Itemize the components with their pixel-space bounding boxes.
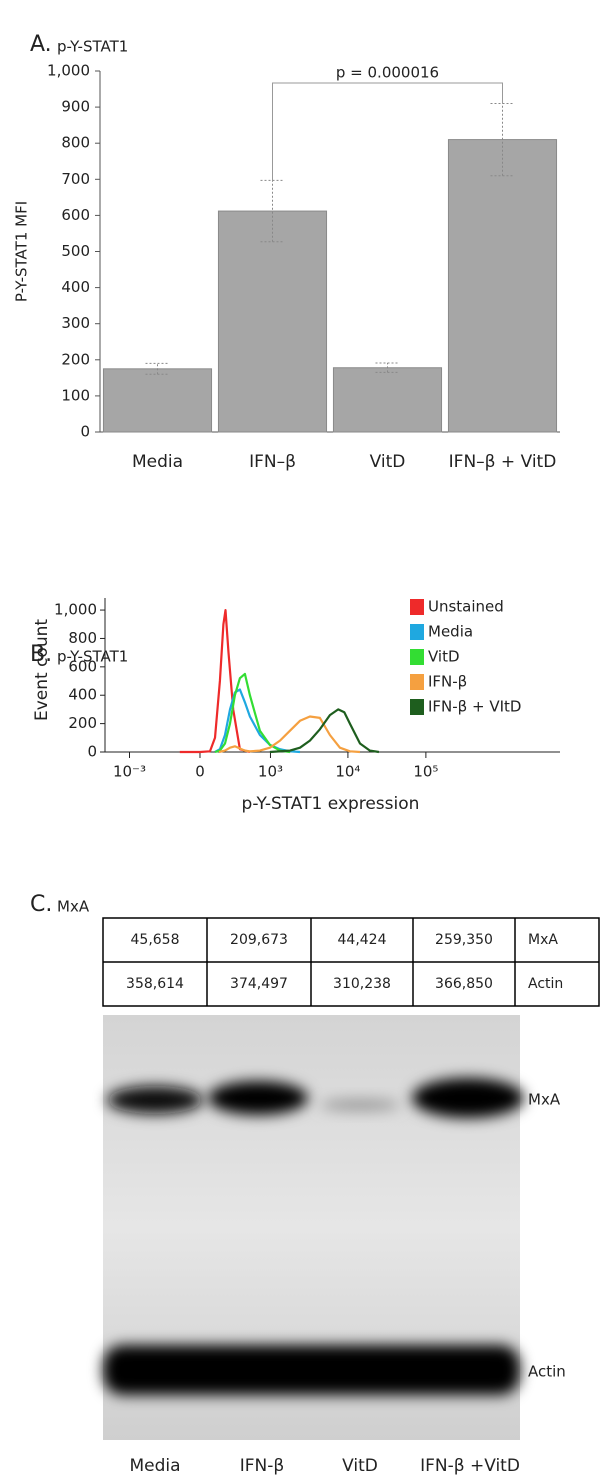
blot-band — [208, 1081, 308, 1115]
x-tick-label: IFN–β — [249, 452, 296, 472]
band-label: Actin — [528, 1363, 566, 1381]
y-tick-label: 600 — [61, 206, 90, 224]
histogram-curve — [179, 609, 251, 754]
legend-label: IFN-β + VItD — [428, 698, 521, 716]
western-blot — [103, 1015, 524, 1440]
panel-title: p-Y-STAT1 — [57, 648, 128, 666]
table-cell: 259,350 — [435, 932, 493, 948]
table-cell: 310,238 — [333, 976, 391, 992]
histogram-curve — [269, 708, 380, 754]
legend-swatch — [410, 624, 424, 640]
histogram-curve — [214, 688, 301, 754]
y-tick-label: 800 — [61, 134, 90, 152]
legend-swatch — [410, 599, 424, 615]
legend-label: IFN-β — [428, 673, 467, 691]
panel-title: MxA — [57, 898, 90, 916]
table-cell: 358,614 — [126, 976, 184, 992]
table-cell: MxA — [528, 932, 558, 948]
y-tick-label: 1,000 — [54, 601, 97, 619]
x-tick-label: 10³ — [258, 763, 283, 781]
y-tick-label: 700 — [61, 170, 90, 188]
blot-band — [103, 1345, 520, 1395]
y-tick-label: 0 — [80, 423, 90, 441]
panel-label: A. — [30, 32, 52, 57]
x-tick-label: VitD — [370, 452, 406, 472]
significance-bracket — [272, 82, 503, 181]
legend-swatch — [410, 699, 424, 715]
y-tick-label: 300 — [61, 314, 90, 332]
lane-label: IFN-β — [240, 1456, 285, 1476]
y-tick-label: 400 — [61, 278, 90, 296]
bar — [447, 139, 558, 433]
table-cell: 44,424 — [338, 932, 387, 948]
histogram-curve — [218, 715, 361, 754]
blot-band — [107, 1086, 203, 1114]
panel-label: C. — [30, 892, 52, 917]
x-tick-label: 10⁴ — [335, 763, 360, 781]
y-tick-label: 500 — [61, 242, 90, 260]
lane-label: Media — [129, 1456, 180, 1476]
legend-label: Media — [428, 623, 473, 641]
table-cell: Actin — [528, 976, 563, 992]
x-tick-label: 0 — [195, 763, 205, 781]
band-label: MxA — [528, 1091, 561, 1109]
y-tick-label: 200 — [61, 350, 90, 368]
y-axis-label: P-Y-STAT1 MFI — [13, 201, 31, 302]
legend-swatch — [410, 674, 424, 690]
table-cell: 366,850 — [435, 976, 493, 992]
annotation: p = 0.000016 — [336, 64, 439, 82]
y-tick-label: 200 — [68, 714, 97, 732]
blot-band — [412, 1078, 524, 1118]
bar — [217, 210, 328, 433]
blot-band — [320, 1099, 400, 1111]
x-axis-label: p-Y-STAT1 expression — [242, 794, 420, 814]
legend-label: Unstained — [428, 598, 504, 616]
table-cell: 45,658 — [131, 932, 180, 948]
panel-title: p-Y-STAT1 — [57, 38, 128, 56]
y-axis-label: Event count — [32, 619, 52, 721]
y-tick-label: 1,000 — [47, 62, 90, 80]
legend-swatch — [410, 649, 424, 665]
densitometry-table — [102, 917, 600, 1007]
table-cell: 374,497 — [230, 976, 288, 992]
legend-label: VitD — [428, 648, 460, 666]
bar — [332, 367, 443, 433]
y-tick-label: 100 — [61, 386, 90, 404]
lane-label: VitD — [342, 1456, 378, 1476]
y-tick-label: 600 — [68, 657, 97, 675]
y-tick-label: 800 — [68, 629, 97, 647]
bar — [102, 368, 213, 433]
y-tick-label: 400 — [68, 686, 97, 704]
lane-label: IFN-β +VitD — [420, 1456, 520, 1476]
panel-label: B. — [30, 642, 52, 667]
x-tick-label: IFN–β + VitD — [449, 452, 557, 472]
y-tick-label: 900 — [61, 98, 90, 116]
x-tick-label: 10⁻³ — [113, 763, 146, 781]
x-tick-label: Media — [132, 452, 183, 472]
x-tick-label: 10⁵ — [413, 763, 438, 781]
table-cell: 209,673 — [230, 932, 288, 948]
y-tick-label: 0 — [87, 743, 97, 761]
